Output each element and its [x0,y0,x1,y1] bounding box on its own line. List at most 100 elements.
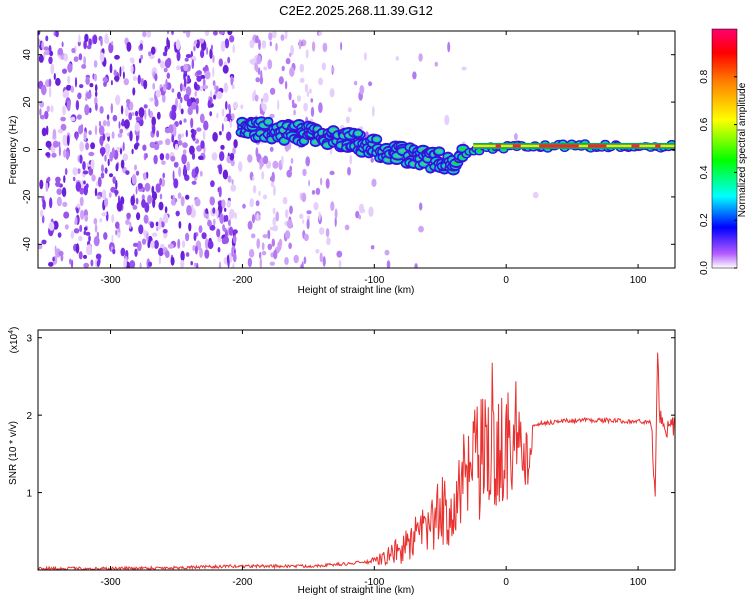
noise-cell [143,172,147,181]
noise-cell [303,233,309,242]
noise-cell [151,185,155,195]
noise-cell [108,192,112,198]
noise-cell [47,176,51,182]
noise-cell [230,184,237,192]
noise-cell [251,213,256,224]
noise-cell [177,133,182,141]
noise-cell [185,31,191,38]
noise-cell [461,66,467,71]
noise-cell [192,245,196,252]
noise-cell [84,214,89,222]
noise-cell [222,64,229,74]
noise-cell [106,114,110,120]
noise-cell [213,31,218,36]
noise-cell [71,47,76,54]
noise-cell [359,85,365,95]
noise-cell [353,80,358,86]
noise-cell [99,218,103,223]
noise-cell [125,170,130,176]
noise-cell [134,164,137,171]
noise-cell [85,142,90,151]
noise-cell [143,79,148,90]
noise-cell [191,101,197,110]
noise-cell [51,152,57,158]
noise-cell [129,130,133,142]
noise-cell [63,53,68,62]
noise-cell [62,105,66,116]
noise-cell [170,155,176,162]
noise-cell [258,39,261,51]
noise-cell [60,116,66,122]
noise-cell [120,121,125,126]
noise-cell [177,91,181,100]
noise-cell [196,70,202,76]
noise-cell [412,71,417,80]
noise-cell [171,31,174,35]
noise-cell [263,92,269,103]
noise-cell [261,250,267,256]
snr-frame [37,329,676,571]
y-tick-label: -20 [22,189,33,204]
noise-cell [269,261,275,266]
noise-cell [305,156,311,167]
noise-cell [90,259,94,267]
noise-cell [50,105,54,113]
noise-cell [183,164,187,176]
noise-cell [129,221,132,230]
noise-cell [49,50,54,57]
noise-cell [229,208,235,219]
noise-cell [183,118,187,123]
noise-cell [247,154,251,162]
signal-peak [631,144,640,148]
noise-cell [109,173,113,178]
noise-cell [45,140,52,148]
noise-cell [115,163,119,172]
noise-cell [137,183,143,189]
snr-panel: -300 -200 -100 0 100 1 2 3 Height of straight … [8,327,676,596]
noise-cell [261,242,265,251]
noise-cell [131,112,135,116]
noise-cell [185,54,192,58]
noise-cell [322,42,328,53]
noise-cell [269,41,272,47]
noise-cell [88,38,92,47]
noise-cell [128,112,133,121]
noise-cell [207,240,214,250]
noise-cell [313,202,319,211]
noise-cell [129,260,136,268]
noise-cell [334,208,338,220]
noise-cell [62,149,67,158]
noise-cell [210,44,213,51]
noise-cell [174,143,179,151]
noise-cell [395,56,399,61]
noise-cell [78,251,83,260]
noise-cell [84,33,89,43]
noise-cell [111,131,115,139]
noise-cell [180,260,185,268]
noise-cell [418,225,424,233]
noise-cell [206,47,209,55]
noise-cell [179,120,183,125]
noise-cell [166,72,170,79]
noise-cell [250,233,256,239]
noise-cell [144,182,151,192]
noise-cell [220,40,226,52]
noise-cell [326,237,331,246]
noise-cell [86,244,92,256]
noise-cell [40,209,44,218]
noise-cell [216,228,221,238]
colorbar: 0.0 0.2 0.4 0.6 0.8 Normalized spectral ampl… [699,28,748,275]
noise-cell [78,34,81,43]
noise-cell [256,55,262,65]
noise-cell [132,242,139,247]
noise-cell [160,221,165,228]
noise-cell [58,250,64,257]
noise-cell [148,108,151,117]
noise-cell [229,152,235,161]
noise-cell [53,73,56,80]
noise-cell [272,207,276,215]
noise-cell [148,51,152,57]
snr-x-axis-label: Height of straight line (km) [298,585,415,596]
noise-cell [171,110,177,121]
noise-cell [310,106,315,117]
